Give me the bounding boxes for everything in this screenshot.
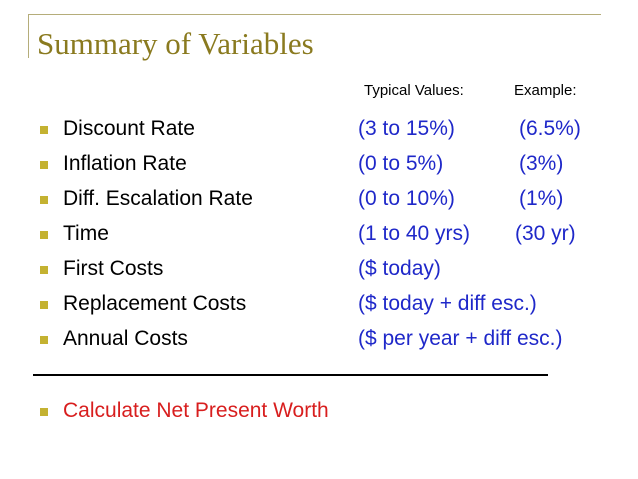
variable-label: Inflation Rate: [63, 152, 187, 175]
variable-row-diff-escalation-rate: Diff. Escalation Rate (0 to 10%) (1%): [0, 186, 638, 216]
example-header: Example:: [514, 82, 577, 99]
variable-row-replacement-costs: Replacement Costs ($ today + diff esc.): [0, 291, 638, 321]
variable-row-first-costs: First Costs ($ today): [0, 256, 638, 286]
typical-value: (3 to 15%): [358, 117, 455, 140]
conclusion-row: Calculate Net Present Worth: [0, 398, 638, 428]
variable-label: Time: [63, 222, 109, 245]
square-bullet-icon: [40, 301, 48, 309]
section-divider: [33, 374, 548, 376]
variable-label: Diff. Escalation Rate: [63, 187, 253, 210]
square-bullet-icon: [40, 231, 48, 239]
conclusion-label: Calculate Net Present Worth: [63, 399, 329, 422]
side-accent-rule: [28, 14, 29, 58]
square-bullet-icon: [40, 196, 48, 204]
variable-row-time: Time (1 to 40 yrs) (30 yr): [0, 221, 638, 251]
variable-label: Annual Costs: [63, 327, 188, 350]
example-value: (3%): [519, 152, 564, 175]
square-bullet-icon: [40, 126, 48, 134]
variable-row-annual-costs: Annual Costs ($ per year + diff esc.): [0, 326, 638, 356]
typical-value: (0 to 5%): [358, 152, 444, 175]
variable-label: Replacement Costs: [63, 292, 247, 315]
square-bullet-icon: [40, 266, 48, 274]
square-bullet-icon: [40, 408, 48, 416]
typical-values-header: Typical Values:: [364, 82, 464, 99]
typical-value: (1 to 40 yrs): [358, 222, 471, 245]
top-accent-rule: [28, 14, 601, 15]
example-value: (30 yr): [515, 222, 576, 245]
example-value: (1%): [519, 187, 564, 210]
variable-row-inflation-rate: Inflation Rate (0 to 5%) (3%): [0, 151, 638, 181]
square-bullet-icon: [40, 161, 48, 169]
typical-value: ($ per year + diff esc.): [358, 327, 563, 350]
variable-label: Discount Rate: [63, 117, 195, 140]
square-bullet-icon: [40, 336, 48, 344]
typical-value: ($ today): [358, 257, 441, 280]
variable-label: First Costs: [63, 257, 164, 280]
variable-row-discount-rate: Discount Rate (3 to 15%) (6.5%): [0, 116, 638, 146]
slide-title: Summary of Variables: [37, 26, 314, 61]
typical-value: (0 to 10%): [358, 187, 455, 210]
typical-value: ($ today + diff esc.): [358, 292, 537, 315]
example-value: (6.5%): [519, 117, 581, 140]
